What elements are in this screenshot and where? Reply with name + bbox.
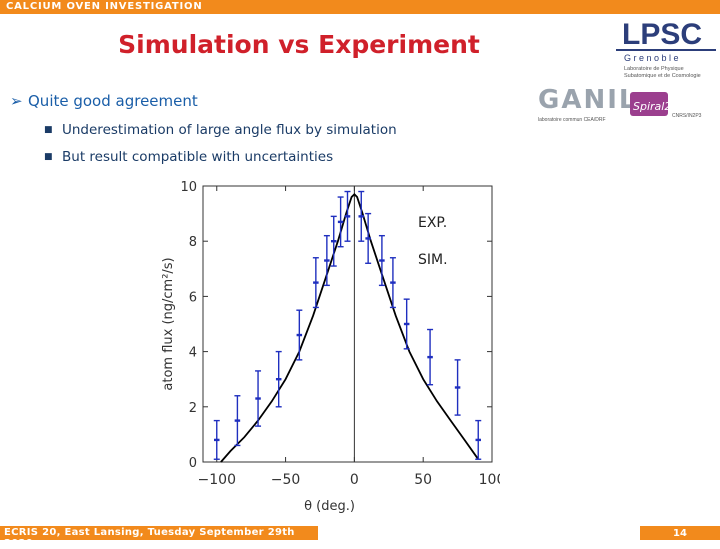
lpsc-logo-name: LPSC: [622, 18, 702, 51]
plot-frame: [202, 185, 493, 463]
annotation-exp: EXP.: [418, 215, 447, 231]
bullet-main-text: Quite good agreement: [28, 92, 198, 110]
ganil-caption-right: CNRS/IN2P3: [672, 113, 702, 119]
square-bullet-icon: ■: [44, 152, 53, 162]
flux-chart: −100 −50 0 50 100 0 2 4 6 8 10 θ (deg.) atom flux (n…: [161, 180, 500, 514]
subbullet-1-text: Underestimation of large angle flux by s…: [62, 122, 397, 138]
lpsc-logo-city: Grenoble: [624, 53, 681, 63]
y-tick-label: 4: [189, 346, 197, 361]
x-axis-label: θ (deg.): [304, 499, 355, 514]
ganil-logo-sub: Spiral2: [633, 100, 671, 113]
page-number-box: 14: [640, 526, 720, 540]
lpsc-logo-line1: Laboratoire de Physique: [624, 66, 684, 72]
ganil-caption-left: laboratoire commun CEA/DRF: [538, 117, 606, 123]
x-tick-label: −50: [271, 472, 301, 488]
bullet-main: ➢ Quite good agreement: [10, 92, 198, 110]
simulation-curve: [220, 193, 479, 463]
page-number: 14: [673, 528, 687, 539]
y-tick-label: 8: [189, 235, 197, 250]
y-tick-label: 10: [180, 180, 197, 195]
subbullet-1: ■ Underestimation of large angle flux by …: [44, 122, 397, 138]
footer-bar: ECRIS 20, East Lansing, Tuesday Septembe…: [0, 526, 318, 549]
ganil-logo: GANIL Spiral2 laboratoire commun CEA/DRF…: [538, 85, 702, 123]
section-title: CALCIUM OVEN INVESTIGATION: [6, 1, 203, 12]
ganil-logo-name: GANIL: [538, 85, 637, 115]
y-tick-label: 2: [189, 401, 197, 416]
x-tick-label: 50: [414, 472, 432, 488]
subbullet-2-text: But result compatible with uncertainties: [62, 149, 334, 165]
lpsc-logo: LPSC Grenoble Laboratoire de Physique Su…: [616, 18, 716, 79]
lpsc-logo-line2: Subatomique et de Cosmologie: [624, 73, 701, 79]
slide-title: Simulation vs Experiment: [118, 30, 480, 59]
y-tick-label: 0: [189, 456, 197, 471]
y-tick-label: 6: [189, 290, 197, 305]
header-bar: CALCIUM OVEN INVESTIGATION: [0, 0, 720, 14]
x-tick-label: −100: [198, 472, 236, 488]
subbullet-2: ■ But result compatible with uncertaintie…: [44, 149, 333, 165]
arrow-bullet-icon: ➢: [10, 92, 23, 110]
y-axis-label: atom flux (ng/cm²/s): [161, 257, 176, 390]
x-tick-label: 100: [479, 472, 500, 488]
annotation-sim: SIM.: [418, 252, 448, 268]
x-tick-label: 0: [350, 472, 359, 488]
square-bullet-icon: ■: [44, 125, 53, 135]
footer-event: ECRIS 20, East Lansing, Tuesday Septembe…: [4, 527, 295, 549]
